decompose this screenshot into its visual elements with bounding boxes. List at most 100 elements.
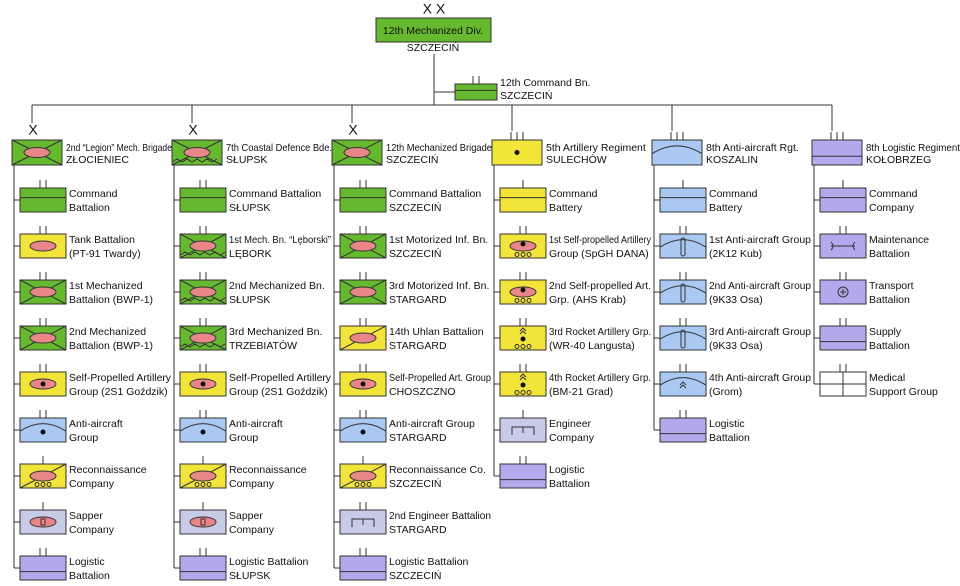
symbol-mark [526, 344, 532, 349]
symbol-mark [511, 426, 535, 435]
unit-label: Battalion [869, 294, 910, 306]
unit-label: Battalion (BWP-1) [69, 294, 153, 306]
unit-label: SZCZECIŃ [389, 247, 442, 260]
unit-label: Support Group [869, 386, 938, 398]
symbol-mark [519, 327, 527, 335]
symbol-mark [46, 482, 52, 487]
unit-label: 3rd Anti-aircraft Group [709, 326, 811, 338]
symbol-mark [526, 390, 532, 395]
symbol-mark [659, 377, 707, 386]
symbol-mark [19, 423, 67, 432]
symbol-mark [183, 147, 211, 158]
symbol-mark [189, 332, 217, 344]
symbol-mark [200, 518, 206, 526]
unit-label: Self-Propelled Artillery [69, 372, 172, 384]
symbol-mark [351, 518, 375, 527]
symbol-mark [189, 286, 217, 298]
symbol-mark [34, 482, 40, 487]
unit-label: Battalion [69, 202, 110, 214]
symbol-mark [40, 381, 46, 387]
unit-label: SŁUPSK [229, 570, 270, 582]
command-name: 12th Command Bn. [500, 77, 590, 89]
formation-name: 7th Coastal Defence Bde. [226, 142, 332, 154]
unit-label: Reconnaissance Co. [389, 464, 486, 476]
unit-label: (2K12 Kub) [709, 248, 762, 260]
root-location: SZCZECIŃ [407, 41, 460, 54]
unit-label: Reconnaissance [69, 464, 147, 476]
unit-label: Maintenance [869, 234, 929, 246]
unit-label: Anti-aircraft [69, 418, 123, 430]
echelon: X [188, 122, 198, 138]
unit-symbol [811, 139, 863, 166]
unit-label: 14th Uhlan Battalion [389, 326, 484, 338]
unit-label: 3rd Motorized Inf. Bn. [389, 280, 489, 292]
unit-symbol [19, 555, 67, 581]
unit-label: Group (2S1 Goździk) [69, 386, 168, 398]
unit-label: Supply [869, 326, 902, 338]
unit-label: 1st Anti-aircraft Group [709, 234, 811, 246]
unit-symbol [659, 417, 707, 443]
unit-symbol [454, 83, 498, 101]
formation-location: SULECHÓW [546, 153, 607, 166]
unit-label: (9K33 Osa) [709, 340, 763, 352]
unit-label: 2nd Self-propelled Art. [549, 280, 651, 292]
symbol-mark [837, 286, 849, 298]
unit-symbol [651, 139, 703, 166]
unit-label: Battalion [709, 432, 750, 444]
unit-label: Anti-aircraft [229, 418, 283, 430]
unit-symbol [339, 187, 387, 213]
symbol-mark [29, 470, 57, 482]
unit-symbol [659, 187, 707, 213]
symbol-mark [514, 390, 520, 395]
symbol-mark [520, 252, 526, 257]
symbol-mark [679, 381, 687, 389]
unit-label: (9K33 Osa) [709, 294, 763, 306]
symbol-mark [659, 331, 707, 340]
unit-label: SZCZECIŃ [389, 477, 442, 490]
symbol-mark [200, 381, 206, 387]
unit-label: SŁUPSK [229, 294, 270, 306]
unit-label: Company [549, 432, 595, 444]
root-box [375, 17, 492, 43]
symbol-mark [339, 423, 387, 432]
unit-label: Battalion (BWP-1) [69, 340, 153, 352]
unit-symbol [499, 187, 547, 213]
unit-label: 4th Rocket Artillery Grp. [549, 372, 651, 384]
unit-label: 1st Mechanized [69, 280, 143, 292]
symbol-mark [830, 241, 856, 251]
unit-label: Company [229, 478, 275, 490]
unit-label: SZCZECIŃ [389, 569, 442, 582]
unit-label: Battery [709, 202, 743, 214]
unit-label: Self-Propelled Artillery [229, 372, 332, 384]
symbol-mark [520, 287, 526, 293]
unit-label: STARGARD [389, 524, 447, 536]
unit-label: Engineer [549, 418, 592, 430]
symbol-mark [200, 429, 206, 435]
symbol-mark [519, 373, 527, 381]
symbol-mark [40, 482, 46, 487]
unit-label: Anti-aircraft Group [389, 418, 475, 430]
symbol-mark [680, 329, 686, 349]
unit-symbol [179, 555, 227, 581]
symbol-mark [651, 145, 703, 155]
symbol-mark [189, 240, 217, 252]
symbol-mark [366, 482, 372, 487]
symbol-mark [680, 237, 686, 257]
unit-label: Command Battalion [389, 188, 481, 200]
unit-symbol [19, 187, 67, 213]
symbol-mark [526, 252, 532, 257]
unit-label: Company [69, 478, 115, 490]
unit-label: 1st Motorized Inf. Bn. [389, 234, 488, 246]
echelon: X [348, 122, 358, 138]
symbol-mark [189, 470, 217, 482]
unit-label: Medical [869, 372, 905, 384]
unit-symbol [659, 371, 707, 397]
symbol-mark [29, 516, 57, 528]
formation-name: 5th Artillery Regiment [546, 142, 646, 154]
unit-label: Logistic [549, 464, 585, 476]
symbol-mark [526, 298, 532, 303]
unit-label: (PT-91 Twardy) [69, 248, 141, 260]
formation-name: 2nd “Legion” Mech. Brigade [66, 142, 172, 154]
echelon: X [28, 122, 38, 138]
unit-label: 3rd Mechanized Bn. [229, 326, 322, 338]
